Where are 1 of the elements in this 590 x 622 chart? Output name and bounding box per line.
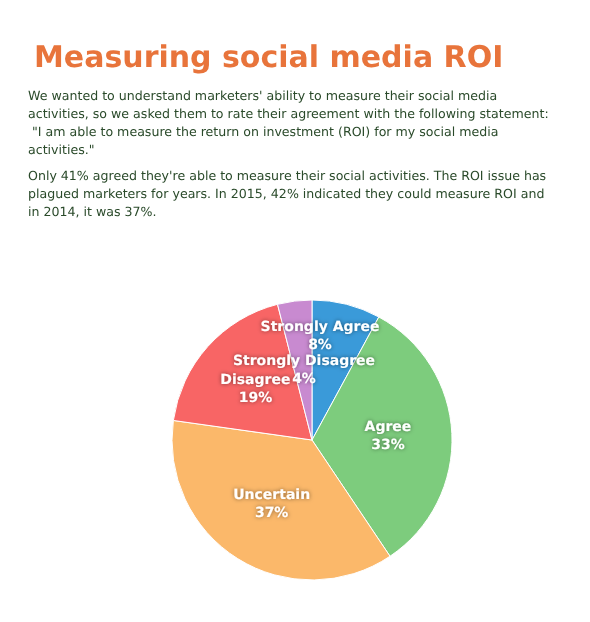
chart-title: Measuring social media ROI (34, 39, 504, 75)
